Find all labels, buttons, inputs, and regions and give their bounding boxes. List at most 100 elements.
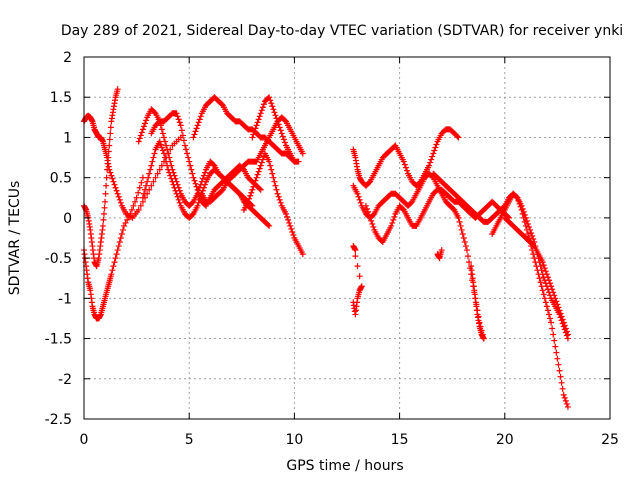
x-axis-label: GPS time / hours xyxy=(286,458,403,474)
data-point xyxy=(107,169,114,176)
data-point xyxy=(259,104,266,111)
data-point xyxy=(127,210,134,217)
data-point xyxy=(158,126,165,133)
data-point xyxy=(357,199,364,206)
data-point xyxy=(251,180,258,187)
data-point xyxy=(281,117,288,124)
y-tick-label: 0.5 xyxy=(50,171,72,187)
data-points xyxy=(81,86,571,410)
data-point xyxy=(147,166,154,173)
data-point xyxy=(255,116,262,123)
data-point xyxy=(282,210,289,217)
data-point xyxy=(555,361,562,368)
data-point xyxy=(201,169,208,176)
data-point xyxy=(556,307,563,314)
data-point xyxy=(109,175,116,182)
data-point xyxy=(530,251,537,258)
data-point xyxy=(266,94,273,101)
y-tick-label: -2.5 xyxy=(45,412,72,428)
data-point xyxy=(274,190,281,197)
data-point xyxy=(108,172,115,179)
data-point xyxy=(189,211,196,218)
data-point xyxy=(137,202,144,209)
data-point xyxy=(516,200,523,207)
data-point xyxy=(183,146,190,153)
data-point xyxy=(184,150,191,157)
data-point xyxy=(250,183,257,190)
data-point xyxy=(102,198,109,205)
data-point xyxy=(191,131,198,138)
data-point xyxy=(191,177,198,184)
data-point xyxy=(455,214,462,221)
data-point xyxy=(276,196,283,203)
data-point xyxy=(560,319,567,326)
data-point xyxy=(112,184,119,191)
data-point xyxy=(553,349,560,356)
data-point xyxy=(156,166,163,173)
data-point xyxy=(464,253,471,260)
data-point xyxy=(148,162,155,169)
data-point xyxy=(116,196,123,203)
data-point xyxy=(259,156,266,163)
data-point xyxy=(139,174,146,181)
data-point xyxy=(106,136,113,143)
data-point xyxy=(366,179,373,186)
data-point xyxy=(529,232,536,239)
data-point xyxy=(560,391,567,398)
data-point xyxy=(273,186,280,193)
data-point xyxy=(542,299,549,306)
x-tick-label: 25 xyxy=(601,432,619,448)
data-point xyxy=(270,106,277,113)
data-point xyxy=(544,307,551,314)
data-point xyxy=(149,158,156,165)
data-point xyxy=(253,174,260,181)
data-point xyxy=(103,182,110,189)
data-point xyxy=(354,263,361,270)
data-point xyxy=(354,190,361,197)
data-point xyxy=(523,226,530,233)
data-point xyxy=(256,165,263,172)
data-point xyxy=(352,253,359,260)
data-point xyxy=(270,174,277,181)
data-point xyxy=(119,226,126,233)
data-point xyxy=(157,141,164,148)
data-point xyxy=(426,162,433,169)
data-point xyxy=(186,158,193,165)
data-point xyxy=(146,170,153,177)
y-tick-labels: -2.5 -2 -1.5 -1 -0.5 0 0.5 1 1.5 2 xyxy=(45,50,72,428)
x-tick-labels: 0 5 10 15 20 25 xyxy=(80,432,619,448)
data-point xyxy=(132,198,139,205)
data-point xyxy=(558,379,565,386)
data-point xyxy=(248,201,255,208)
data-point xyxy=(552,343,559,350)
data-point xyxy=(142,120,149,127)
data-point xyxy=(267,162,274,169)
data-point xyxy=(257,186,264,193)
data-point xyxy=(200,172,207,179)
data-point xyxy=(246,195,253,202)
data-point xyxy=(514,194,521,201)
data-point xyxy=(291,158,298,165)
data-point xyxy=(122,219,129,226)
data-point xyxy=(148,182,155,189)
data-point xyxy=(541,265,548,272)
data-point xyxy=(189,199,196,206)
data-point xyxy=(554,301,561,308)
data-point xyxy=(277,199,284,206)
data-point xyxy=(138,129,145,136)
data-point xyxy=(218,187,225,194)
data-point xyxy=(260,101,267,108)
data-point xyxy=(105,154,112,161)
data-point xyxy=(106,142,113,149)
data-point xyxy=(540,291,547,298)
data-point xyxy=(557,310,564,317)
data-point xyxy=(152,174,159,181)
data-point xyxy=(480,335,487,342)
data-point xyxy=(278,130,285,137)
data-point xyxy=(454,133,461,140)
data-point xyxy=(368,217,375,224)
data-point xyxy=(115,193,122,200)
data-point xyxy=(162,154,169,161)
data-point xyxy=(105,148,112,155)
data-point xyxy=(247,192,254,199)
